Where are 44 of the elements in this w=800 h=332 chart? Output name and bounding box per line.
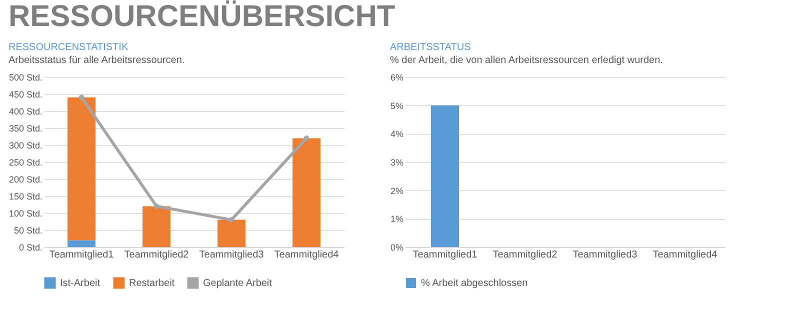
point [304, 135, 310, 141]
x-tick-label: Teammitglied4 [274, 250, 340, 260]
y-tick-label: 2% [390, 186, 404, 196]
y-tick-label: 100 Std. [8, 208, 42, 218]
legend-label: % Arbeit abgeschlossen [421, 278, 528, 289]
y-tick-label: 450 Std. [8, 90, 42, 100]
y-tick-label: 5% [390, 100, 404, 111]
y-tick-label: 50 Std. [14, 226, 42, 236]
y-tick-label: 0% [390, 242, 404, 252]
chart-subtitle: Arbeitsstatus für alle Arbeitsressourcen. [8, 55, 185, 66]
point [154, 203, 160, 209]
bar [292, 138, 320, 247]
legend-label: Geplante Arbeit [203, 278, 272, 289]
x-tick-label: Teammitglied2 [124, 250, 190, 260]
y-tick-label: 350 Std. [8, 124, 42, 134]
y-tick-label: 250 Std. [8, 158, 42, 168]
bar [68, 97, 96, 240]
chart-title: ARBEITSSTATUS [390, 42, 472, 53]
point [228, 217, 234, 223]
bar [218, 220, 246, 247]
y-tick-label: 3% [390, 158, 404, 168]
x-tick-label: Teammitglied3 [572, 250, 638, 260]
x-tick-label: Teammitglied4 [652, 250, 718, 260]
y-tick-label: 500 Std. [8, 72, 42, 82]
y-tick-label: 150 Std. [8, 192, 42, 202]
y-tick-label: 300 Std. [8, 140, 42, 150]
x-tick-label: Teammitglied2 [492, 250, 558, 260]
y-tick-label: 0 Std. [18, 242, 42, 252]
x-tick-label: Teammitglied3 [199, 250, 264, 260]
chart-title: RESSOURCENSTATISTIK [8, 42, 128, 53]
x-tick-label: Teammitglied1 [49, 250, 114, 260]
chart-subtitle: % der Arbeit, die von allen Arbeitsressourcen erledigt wurden. [390, 55, 663, 66]
y-tick-label: 6% [390, 72, 404, 82]
legend-label: Ist-Arbeit [60, 278, 100, 289]
y-tick-label: 4% [390, 129, 404, 140]
legend-label: Restarbeit [129, 278, 175, 289]
y-tick-label: 400 Std. [8, 106, 42, 116]
point [78, 94, 84, 100]
bar [142, 206, 170, 247]
y-tick-label: 1% [390, 214, 404, 224]
bar [68, 240, 96, 247]
y-tick-label: 200 Std. [8, 174, 42, 184]
x-tick-label: Teammitglied1 [412, 250, 478, 260]
text: RESSOURCENÜBERSICHT [8, 0, 396, 33]
